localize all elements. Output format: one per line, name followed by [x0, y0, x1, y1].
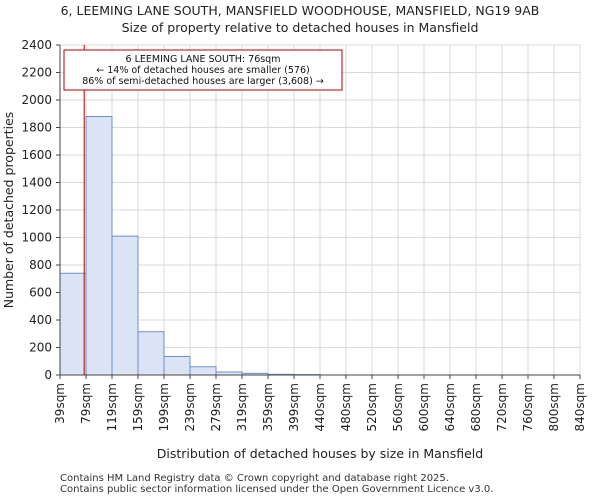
- y-tick-label: 1200: [21, 203, 52, 217]
- x-axis-label: Distribution of detached houses by size …: [157, 446, 483, 461]
- x-tick-label: 39sqm: [53, 383, 67, 424]
- x-tick-label: 159sqm: [131, 383, 145, 431]
- x-tick-label: 640sqm: [443, 383, 457, 431]
- y-tick-label: 600: [29, 286, 52, 300]
- annotation-line3: 86% of semi-detached houses are larger (…: [82, 76, 324, 87]
- x-tick-labels: 39sqm 79sqm 119sqm 159sqm 199sqm 239sqm 279sqm…: [53, 375, 587, 431]
- x-tick-label: 239sqm: [183, 383, 197, 431]
- x-tick-label: 319sqm: [235, 383, 249, 431]
- y-tick-labels: 0 200 400 600 800 1000 1200 1400 1600 1800 2000 220…: [21, 38, 60, 382]
- annotation-rect: [63, 49, 343, 91]
- x-tick-label: 79sqm: [79, 383, 93, 424]
- x-tick-label: 399sqm: [287, 383, 301, 431]
- y-tick-label: 1400: [21, 176, 52, 190]
- x-tick-label: 520sqm: [365, 383, 379, 431]
- x-tick-label: 720sqm: [495, 383, 509, 431]
- y-tick-label: 0: [44, 368, 52, 382]
- x-tick-label: 199sqm: [157, 383, 171, 431]
- chart-subtitle: Size of property relative to detached ho…: [121, 20, 479, 35]
- x-tick-label: 560sqm: [391, 383, 405, 431]
- chart-title-address: 6, LEEMING LANE SOUTH, MANSFIELD WOODHOU…: [60, 3, 540, 18]
- x-tick-label: 760sqm: [521, 383, 535, 431]
- bar: [137, 331, 165, 376]
- x-tick-label: 680sqm: [469, 383, 483, 431]
- x-tick-label: 800sqm: [547, 383, 561, 431]
- annotation-line2: ← 14% of detached houses are smaller (57…: [96, 65, 309, 76]
- annotation-line1: 6 LEEMING LANE SOUTH: 76sqm: [126, 54, 281, 65]
- y-tick-label: 1600: [21, 148, 52, 162]
- gridlines: [59, 44, 581, 376]
- y-tick-label: 2000: [21, 93, 52, 107]
- y-tick-label: 2200: [21, 66, 52, 80]
- y-tick-label: 1800: [21, 121, 52, 135]
- bar: [85, 116, 113, 376]
- bar: [59, 272, 87, 376]
- x-tick-label: 840sqm: [573, 383, 587, 431]
- y-tick-label: 200: [29, 341, 52, 355]
- y-tick-label: 400: [29, 313, 52, 327]
- bar: [111, 235, 139, 376]
- x-tick-label: 359sqm: [261, 383, 275, 431]
- x-tick-label: 480sqm: [339, 383, 353, 431]
- y-tick-label: 2400: [21, 38, 52, 52]
- y-tick-label: 1000: [21, 231, 52, 245]
- annotation-box: 6 LEEMING LANE SOUTH: 76sqm ← 14% of det…: [63, 49, 343, 91]
- footer-copyright: Contains HM Land Registry data © Crown c…: [60, 473, 449, 484]
- x-tick-label: 600sqm: [417, 383, 431, 431]
- y-tick-label: 800: [29, 258, 52, 272]
- x-tick-label: 279sqm: [209, 383, 223, 431]
- bars: [59, 116, 321, 376]
- x-tick-label: 119sqm: [105, 383, 119, 431]
- bar: [189, 366, 217, 376]
- footer-licence: Contains public sector information licen…: [60, 484, 494, 495]
- y-axis-label: Number of detached properties: [1, 112, 16, 309]
- x-tick-label: 440sqm: [313, 383, 327, 431]
- bar: [163, 355, 191, 376]
